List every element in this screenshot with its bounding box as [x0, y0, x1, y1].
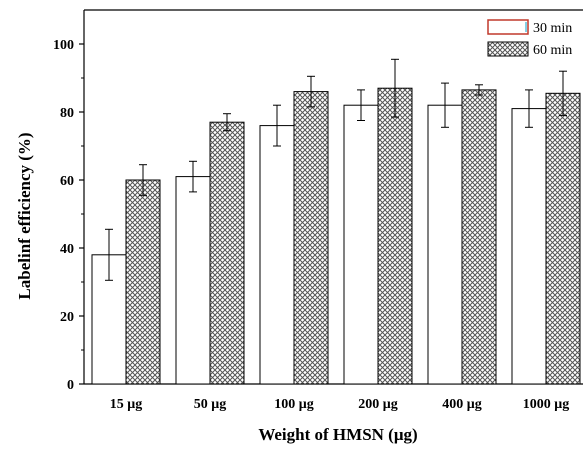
x-category-label: 50 μg [194, 397, 226, 412]
y-tick-label: 100 [53, 38, 74, 53]
y-tick-label: 0 [67, 378, 74, 393]
y-tick-label: 20 [60, 310, 74, 325]
bar-30-min [259, 125, 295, 385]
x-category-label: 200 μg [358, 397, 397, 412]
x-category-label: 100 μg [274, 397, 313, 412]
bar-30-min [175, 176, 211, 385]
x-axis-title: Weight of HMSN (μg) [258, 425, 417, 444]
bar-60-min [293, 91, 329, 385]
x-category-label: 15 μg [110, 397, 142, 412]
bar-60-min [545, 92, 581, 385]
legend-label: 60 min [533, 43, 572, 58]
bar-60-min [125, 179, 161, 385]
bar-30-min [343, 104, 379, 385]
x-category-label: 1000 μg [523, 397, 569, 412]
y-tick-label: 60 [60, 174, 74, 189]
y-axis-title: Labelinf efficiency (%) [15, 132, 34, 299]
y-tick-label: 80 [60, 106, 74, 121]
bar-60-min [377, 87, 413, 385]
x-category-label: 400 μg [442, 397, 481, 412]
bar-30-min [511, 108, 547, 385]
bar-60-min [461, 89, 497, 385]
legend-swatch-60-min [487, 41, 529, 57]
y-tick-label: 40 [60, 242, 74, 257]
bar-30-min [427, 104, 463, 385]
bar-60-min [209, 121, 245, 385]
legend-swatch-30-min [487, 19, 529, 35]
legend-label: 30 min [533, 21, 572, 36]
